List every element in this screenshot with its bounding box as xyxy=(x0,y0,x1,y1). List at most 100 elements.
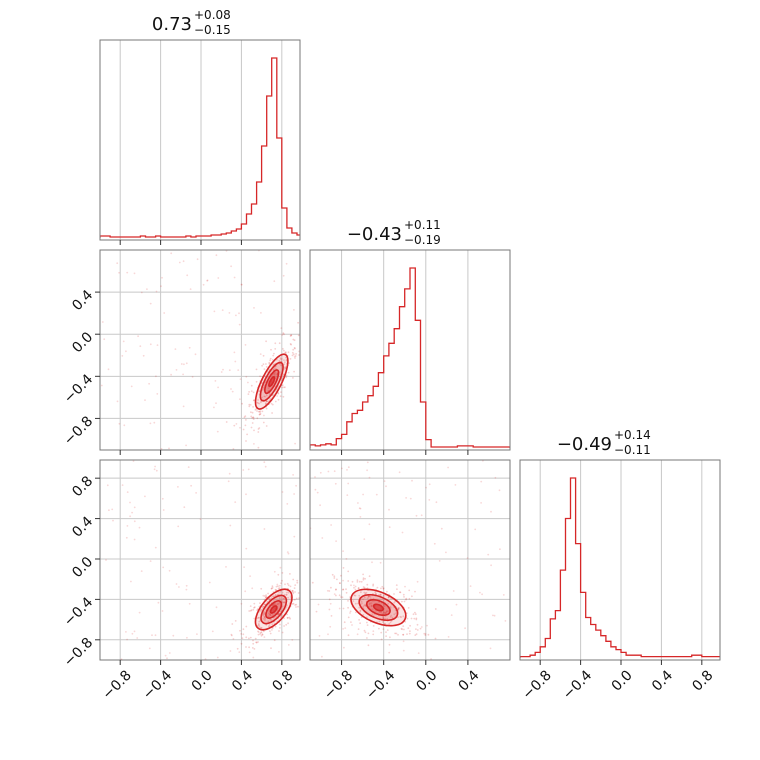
scatter-point xyxy=(397,616,399,619)
scatter-point xyxy=(133,630,136,633)
scatter-point xyxy=(261,396,263,399)
scatter-point xyxy=(287,371,290,374)
scatter-point xyxy=(397,608,400,611)
scatter-point xyxy=(366,469,368,472)
scatter-point xyxy=(400,616,403,618)
scatter-point xyxy=(253,606,255,609)
scatter-point xyxy=(347,580,350,582)
scatter-point xyxy=(255,641,258,644)
scatter-point xyxy=(245,547,248,550)
scatter-point xyxy=(371,613,374,616)
scatter-point xyxy=(266,400,268,403)
scatter-point xyxy=(356,579,359,582)
scatter-point xyxy=(329,602,332,605)
scatter-point xyxy=(335,540,337,542)
scatter-point xyxy=(363,629,366,632)
scatter-point xyxy=(410,617,413,620)
scatter-point xyxy=(333,593,336,595)
scatter-point xyxy=(279,584,281,587)
scatter-point xyxy=(403,600,406,603)
scatter-point xyxy=(319,504,321,507)
scatter-point xyxy=(285,356,287,359)
scatter-point xyxy=(240,283,243,286)
scatter-point xyxy=(364,631,367,634)
scatter-point xyxy=(417,652,420,654)
x-tick-label: 0.0 xyxy=(189,667,216,694)
scatter-point xyxy=(330,615,333,617)
scatter-point xyxy=(233,424,236,427)
scatter-point xyxy=(263,395,266,398)
scatter-point xyxy=(277,587,280,590)
scatter-point xyxy=(366,637,368,639)
scatter-point xyxy=(396,588,398,591)
scatter-point xyxy=(285,623,288,626)
scatter-point xyxy=(452,590,455,592)
scatter-point xyxy=(278,612,280,615)
scatter-point xyxy=(245,493,247,496)
scatter-point xyxy=(261,364,263,367)
scatter-point xyxy=(454,484,457,486)
scatter-point xyxy=(359,609,362,612)
scatter-point xyxy=(251,647,254,649)
histogram-step-p1 xyxy=(310,267,510,448)
y-tick-label: 0.4 xyxy=(69,514,96,541)
scatter-point xyxy=(416,580,419,583)
scatter-point xyxy=(133,538,136,541)
panel-2-1 xyxy=(310,460,510,660)
scatter-point xyxy=(387,610,390,612)
scatter-point xyxy=(292,591,294,594)
x-tick-label: 0.8 xyxy=(269,667,296,694)
scatter-point xyxy=(277,603,279,605)
scatter-point xyxy=(118,271,120,274)
scatter-point xyxy=(151,634,153,637)
scatter-point xyxy=(294,591,296,593)
scatter-point xyxy=(278,587,281,589)
scatter-point xyxy=(295,353,297,355)
scatter-point xyxy=(172,634,175,637)
scatter-point xyxy=(273,367,276,369)
scatter-point xyxy=(253,606,256,609)
scatter-point xyxy=(107,368,110,371)
scatter-point xyxy=(335,588,337,591)
scatter-point xyxy=(382,587,385,590)
scatter-point xyxy=(330,524,332,526)
scatter-point xyxy=(294,347,296,350)
scatter-point xyxy=(265,594,267,597)
scatter-point xyxy=(363,538,366,540)
scatter-point xyxy=(265,407,268,410)
scatter-point xyxy=(416,629,419,631)
scatter-point xyxy=(279,623,281,626)
panel-1-0 xyxy=(100,250,300,450)
scatter-point xyxy=(267,592,269,595)
scatter-point xyxy=(292,474,294,476)
scatter-point xyxy=(264,597,267,599)
scatter-point xyxy=(252,608,255,611)
scatter-point xyxy=(250,411,252,414)
scatter-point xyxy=(383,611,385,614)
scatter-point xyxy=(235,423,238,425)
scatter-point xyxy=(411,479,413,482)
scatter-point xyxy=(241,402,244,405)
scatter-point xyxy=(382,595,385,597)
scatter-point xyxy=(264,616,267,619)
scatter-point xyxy=(215,606,218,609)
scatter-point xyxy=(160,285,162,288)
scatter-point xyxy=(242,469,245,471)
y-tick-label: 0.4 xyxy=(69,287,96,314)
contours xyxy=(350,588,407,627)
scatter-point xyxy=(188,602,191,605)
scatter-point xyxy=(293,493,295,495)
scatter-point xyxy=(274,588,277,591)
scatter-point xyxy=(412,613,415,616)
scatter-point xyxy=(131,511,134,514)
scatter-point xyxy=(282,601,285,604)
scatter-point xyxy=(216,656,219,659)
scatter-point xyxy=(268,361,271,364)
scatter-point xyxy=(231,623,234,625)
y-tick-label: −0.8 xyxy=(61,413,96,448)
scatter-point xyxy=(342,628,344,630)
scatter-point xyxy=(144,495,146,498)
scatter-point xyxy=(246,433,249,436)
scatter-point xyxy=(380,594,382,596)
scatter-point xyxy=(273,352,275,355)
